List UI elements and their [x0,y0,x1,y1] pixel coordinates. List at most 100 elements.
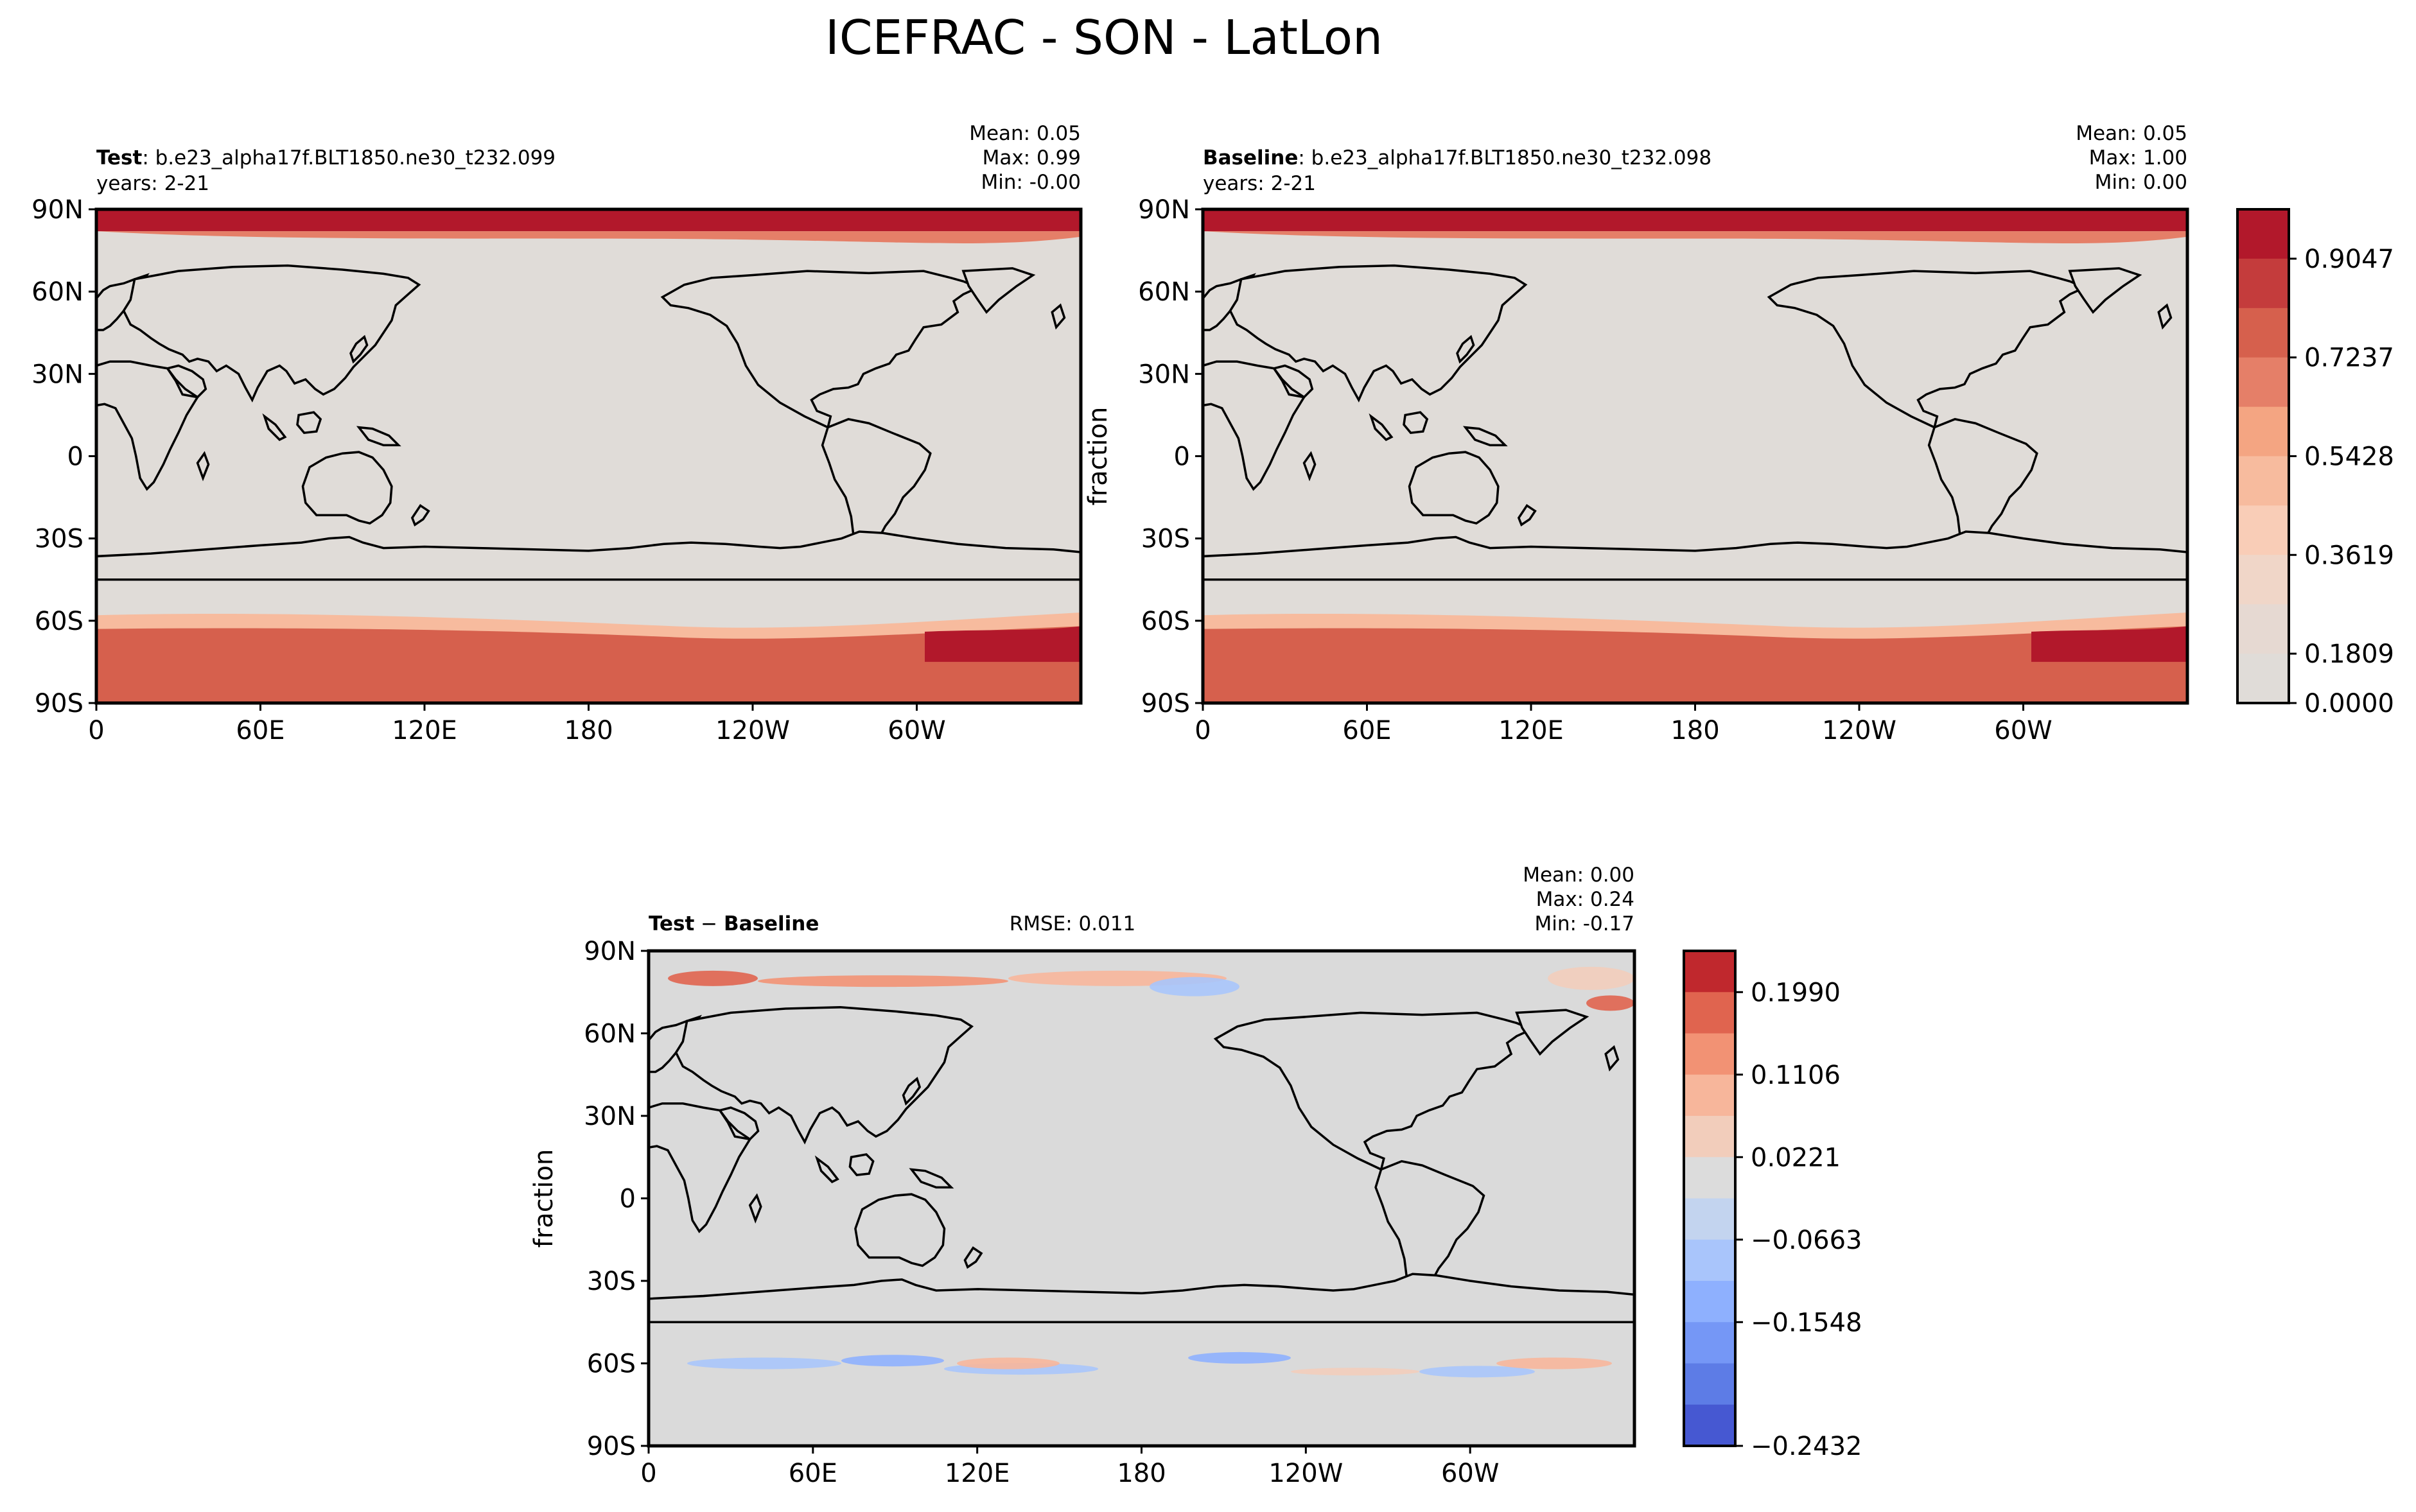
y-tick-label: 0 [67,442,83,472]
stat-max: Max: 0.24 [1536,888,1634,911]
colorbar-level [1684,1157,1735,1199]
x-tick-label: 60E [236,716,284,745]
x-tick-label: 60E [1342,716,1391,745]
colorbar-frame [1683,950,1737,1447]
panel-header-1: Test: b.e23_alpha17f.BLT1850.ne30_t232.0… [96,122,1081,195]
x-tick-label: 0 [88,716,104,745]
stat-max: Max: 0.99 [983,146,1081,169]
case-label: Test: b.e23_alpha17f.BLT1850.ne30_t232.0… [96,146,556,169]
y-tick-label: 90S [587,1432,636,1461]
x-tick-label: 60W [888,716,945,745]
arctic-ice-edge [1203,231,2187,243]
map-panel-2: 0 60E 120E 180 120W 60W 90N 60N 30N 0 30S 60S 90S fra… [1083,195,2189,745]
difference-patch [668,970,758,986]
colorbar-level [1684,951,1735,993]
y-tick-label: 0 [1174,442,1190,472]
figure-title: ICEFRAC - SON - LatLon [825,10,1383,65]
colorbar-tick-label: −0.0663 [1751,1226,1862,1255]
y-tick-label: 90S [1141,689,1190,718]
colorbar-tick-label: 0.3619 [2304,541,2394,570]
colorbar-level [1684,1116,1735,1158]
x-tick-label: 180 [1117,1459,1166,1488]
stat-min: Min: -0.00 [981,171,1081,194]
weddell-ice [925,626,1081,662]
colorbar-level [2237,604,2289,654]
y-tick-label: 30S [1141,525,1190,554]
difference-patch [1548,966,1634,990]
arctic-ice [96,209,1081,232]
stat-mean: Mean: 0.00 [1523,864,1634,887]
arctic-ice-edge [96,231,1081,243]
colorbar-level [1684,992,1735,1034]
difference-patch [1188,1351,1291,1364]
colorbar-level [2237,258,2289,309]
case-label-bold: Test [96,146,143,169]
case-label: Baseline: b.e23_alpha17f.BLT1850.ne30_t2… [1203,146,1711,169]
x-tick-label: 180 [564,716,613,745]
x-tick-label: 120W [1822,716,1896,745]
colorbar-level [2237,555,2289,605]
x-tick-label: 60E [789,1459,837,1488]
colorbar-tick-label: 0.0000 [2304,689,2394,718]
x-tick-label: 120W [715,716,790,745]
x-tick-label: 0 [640,1459,656,1488]
colorbar-tick-label: 0.1990 [1751,978,1841,1007]
colorbar-level [1684,1322,1735,1364]
y-tick-label: 0 [620,1185,636,1214]
difference-patch [1419,1366,1535,1378]
colorbar-tick-label: 0.0221 [1751,1143,1841,1172]
panel-header-2: Baseline: b.e23_alpha17f.BLT1850.ne30_t2… [1203,122,2187,195]
map-panel-3: 0 60E 120E 180 120W 60W 90N 60N 30N 0 30S 60S 90S fra… [529,937,1636,1488]
difference-patch [841,1355,944,1367]
difference-patch [1496,1357,1612,1369]
stat-mean: Mean: 0.05 [2076,122,2187,145]
y-tick-label: 60S [35,607,83,636]
colorbar-tick-label: 0.1106 [1751,1061,1841,1090]
difference-patch [957,1357,1060,1369]
colorbar-level [2237,505,2289,555]
years-text: years: 2-21 [96,172,209,195]
x-tick-label: 60W [1994,716,2052,745]
colorbar-diff: 0.1990 0.1106 0.0221 −0.0663 −0.1548 −0.2432 [1683,950,1862,1461]
antarctic-ice-core [1203,626,2187,703]
colorbar-level [2237,654,2289,704]
colorbar-level [1684,1281,1735,1323]
arctic-ice [1203,209,2187,232]
y-axis-label: fraction [1083,407,1113,506]
y-tick-label: 60N [1138,277,1190,307]
colorbar-level [2237,308,2289,358]
colorbar-tick-label: 0.7237 [2304,343,2394,373]
map-panel-1: 0 60E 120E 180 120W 60W 90N 60N 30N 0 30S 60S 90S [31,195,1083,745]
colorbar-level [1684,1239,1735,1282]
difference-patch [1291,1368,1419,1376]
colorbar-tick-label: −0.2432 [1751,1432,1862,1461]
colorbar-level [2237,209,2289,259]
weddell-ice [2031,626,2187,662]
stat-min: Min: 0.00 [2095,171,2187,194]
x-tick-label: 120W [1268,1459,1343,1488]
x-tick-label: 60W [1441,1459,1499,1488]
difference-label: Test − Baseline [649,912,819,935]
y-tick-label: 90N [1138,195,1190,225]
difference-patch [1586,995,1634,1011]
colorbar-tick-label: −0.1548 [1751,1308,1862,1337]
stat-min: Min: -0.17 [1534,912,1634,935]
y-tick-label: 30N [584,1102,636,1131]
colorbar-level [1684,1033,1735,1075]
years-text: years: 2-21 [1203,172,1316,195]
y-tick-label: 30N [1138,360,1190,389]
stat-mean: Mean: 0.05 [969,122,1081,145]
y-tick-label: 30S [587,1267,636,1296]
y-tick-label: 90N [584,937,636,966]
x-tick-label: 0 [1195,716,1211,745]
x-tick-label: 180 [1670,716,1719,745]
y-tick-label: 90N [31,195,83,225]
x-tick-label: 120E [1498,716,1564,745]
difference-patch [687,1357,841,1369]
colorbar-level [1684,1404,1735,1447]
y-tick-label: 60N [31,277,83,307]
colorbar-level [2237,357,2289,408]
y-tick-label: 30N [31,360,83,389]
y-tick-label: 60N [584,1020,636,1049]
